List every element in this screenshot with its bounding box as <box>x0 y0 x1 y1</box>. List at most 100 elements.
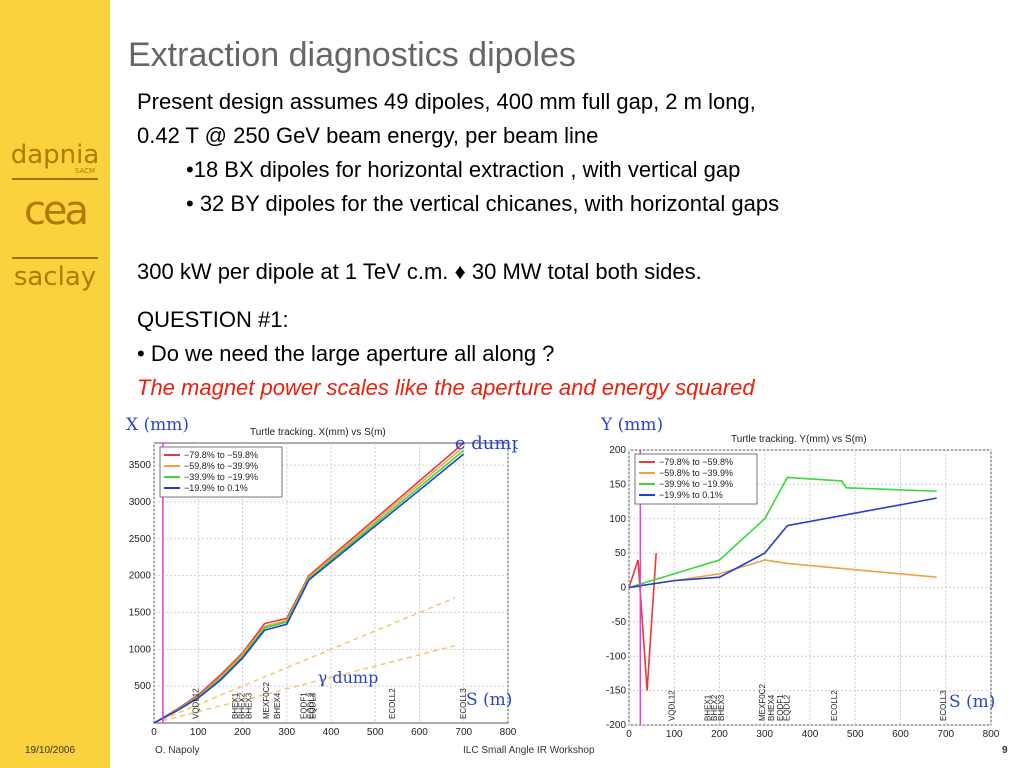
x-tick-label: 800 <box>500 727 517 738</box>
logo-divider <box>12 178 98 180</box>
element-label: VQDL12 <box>191 688 200 719</box>
element-label: MEXF0C2 <box>262 682 271 719</box>
footer-event: ILC Small Angle IR Workshop <box>463 745 595 756</box>
question-heading: QUESTION #1: <box>137 307 289 332</box>
power-line: 300 kW per dipole at 1 TeV c.m. ♦ 30 MW … <box>137 259 702 284</box>
gamma-dump-line <box>153 597 456 724</box>
element-label: EQDL2 <box>783 694 792 721</box>
y-tick-label: 1500 <box>129 607 152 618</box>
element-label: BHEX3 <box>244 692 253 719</box>
x-tick-label: 200 <box>711 729 728 740</box>
sacm-logo-text: SACM <box>74 167 96 175</box>
y-tick-label: 100 <box>609 514 626 525</box>
x-tick-label: 500 <box>367 727 384 738</box>
logo-divider <box>12 257 98 259</box>
x-tick-label: 300 <box>756 729 773 740</box>
y-tick-label: 2500 <box>129 534 152 545</box>
element-label: ECOLL2 <box>388 688 397 719</box>
x-axis-label: S (m) <box>466 690 512 710</box>
element-label: EQDF1 <box>300 692 309 719</box>
legend-box <box>159 446 283 498</box>
design-line-2: 0.42 T @ 250 GeV beam energy, per beam l… <box>137 123 599 148</box>
y-tracking-chart: 0 100 200 300 400 500 600 700 800 -200 -150 -100 -50… <box>593 410 1003 745</box>
x-tick-label: 0 <box>151 727 157 738</box>
x-tick-label: 400 <box>802 729 819 740</box>
element-label: BHEX1 <box>231 692 240 719</box>
legend-box <box>634 453 758 505</box>
red-note: The magnet power scales like the apertur… <box>137 375 755 400</box>
series-line <box>628 497 937 589</box>
series-line <box>628 476 937 589</box>
y-tick-label: 1000 <box>129 644 152 655</box>
element-label: MEXF0C2 <box>758 684 767 721</box>
element-label: EQDF1 <box>776 694 785 721</box>
chart-title: Turtle tracking. Y(mm) vs S(m) <box>731 434 867 445</box>
legend-entry: −19.9% to 0.1% <box>184 483 248 493</box>
x-tick-label: 100 <box>666 729 683 740</box>
x-tick-label: 200 <box>234 727 251 738</box>
y-tick-label: 3000 <box>129 497 152 508</box>
y-tick-label: 50 <box>615 548 627 559</box>
y-tick-label: 3500 <box>129 460 152 471</box>
x-tick-label: 700 <box>455 727 472 738</box>
question-bullet: • Do we need the large aperture all alon… <box>137 341 555 366</box>
bullet-by: • 32 BY dipoles for the vertical chicane… <box>186 191 780 216</box>
y-tick-label: 150 <box>609 479 626 490</box>
x-tick-label: 800 <box>983 729 1000 740</box>
legend-entry: −79.8% to −59.8% <box>184 450 258 460</box>
legend-entry: −59.8% to −39.9% <box>184 461 258 471</box>
element-label: EQDL3 <box>309 692 318 719</box>
annotation-gamma-dump: γ dump <box>318 668 379 687</box>
element-label: BHEX2 <box>710 694 719 721</box>
y-tick-label: -100 <box>606 651 626 662</box>
x-tick-label: 500 <box>847 729 864 740</box>
element-label: VQDL12 <box>667 690 676 721</box>
x-tick-label: 700 <box>937 729 954 740</box>
page-title: Extraction diagnostics dipoles <box>128 36 576 74</box>
series-line <box>153 453 465 724</box>
footer-date: 19/10/2006 <box>25 745 76 756</box>
footer-page-number: 9 <box>1002 745 1008 756</box>
element-label: BHEX3 <box>717 694 726 721</box>
x-tick-label: 100 <box>190 727 207 738</box>
element-label: BHEX4 <box>273 692 282 719</box>
y-axis-label: X (mm) <box>126 415 189 435</box>
element-label: ECOLL3 <box>939 690 948 721</box>
footer-author: O. Napoly <box>155 745 200 756</box>
element-label: ECOLL3 <box>459 688 468 719</box>
y-tick-label: -50 <box>612 617 627 628</box>
y-tick-label: 500 <box>134 681 151 692</box>
saclay-logo: saclay <box>13 262 97 292</box>
element-label: EQDL2 <box>306 692 315 719</box>
element-label: BHEX2 <box>238 692 247 719</box>
x-tick-label: 0 <box>626 729 632 740</box>
series-line <box>628 553 657 691</box>
dapnia-logo: dapnia <box>10 140 100 170</box>
y-tick-label: 2000 <box>129 571 152 582</box>
legend-entry: −39.9% to −19.9% <box>184 472 258 482</box>
element-label: BHEX4 <box>767 694 776 721</box>
legend-entry: −19.9% to 0.1% <box>659 490 723 500</box>
annotation-e-dump: e dump <box>455 433 518 454</box>
x-tick-label: 300 <box>278 727 295 738</box>
element-label: ECOLL2 <box>830 690 839 721</box>
y-tick-label: -200 <box>606 720 626 731</box>
legend-entry: −39.9% to −19.9% <box>659 479 733 489</box>
x-tracking-chart: 0 100 200 300 400 500 600 700 800 500 1000 1500 2000… <box>118 410 518 745</box>
x-tick-label: 400 <box>323 727 340 738</box>
y-tick-label: 0 <box>620 583 626 594</box>
x-axis-label: S (m) <box>949 692 995 712</box>
y-tick-label: -150 <box>606 686 626 697</box>
bullet-bx: •18 BX dipoles for horizontal extraction… <box>186 157 741 182</box>
y-axis-label: Y (mm) <box>600 415 663 435</box>
chart-title: Turtle tracking. X(mm) vs S(m) <box>250 427 386 438</box>
legend-entry: −59.8% to −39.9% <box>659 468 733 478</box>
element-label: BHEX1 <box>703 694 712 721</box>
sidebar: dapnia SACM cea saclay <box>0 0 110 768</box>
legend-entry: −79.8% to −59.8% <box>659 457 733 467</box>
x-tick-label: 600 <box>411 727 428 738</box>
gamma-dump-line <box>153 644 456 724</box>
design-line-1: Present design assumes 49 dipoles, 400 m… <box>137 89 756 114</box>
x-tick-label: 600 <box>892 729 909 740</box>
cea-logo: cea <box>23 188 89 234</box>
